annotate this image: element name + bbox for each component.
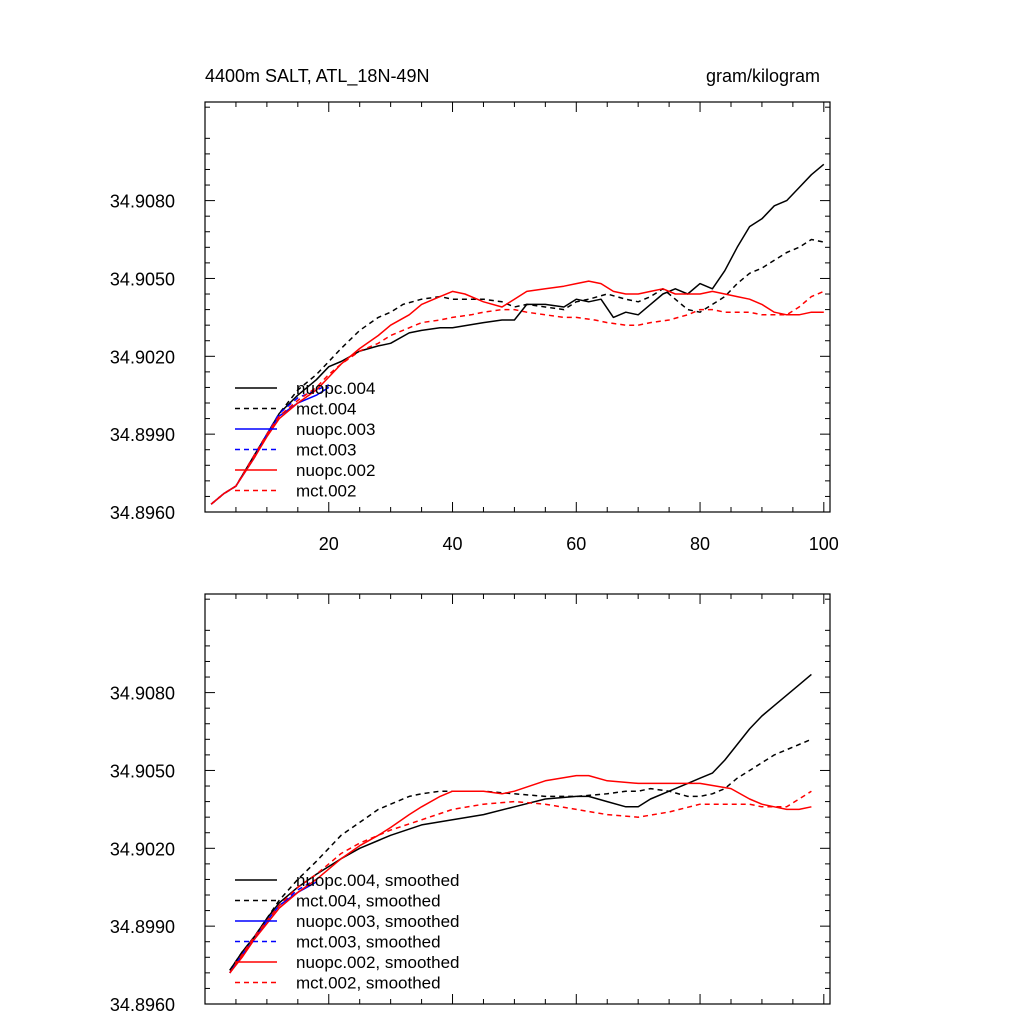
legend-label: mct.002, smoothed [296,974,441,993]
bottom-line-chart: 34.8960 34.8990 34.9020 34.9050 34.9080 nuop… [110,593,831,1015]
y-tick-label: 34.9020 [110,347,175,367]
bottom-axis-ticks: 34.8960 34.8990 34.9020 34.9050 34.9080 [110,594,830,1015]
y-tick-label: 34.8960 [110,503,175,523]
chart-title: 4400m SALT, ATL_18N-49N [205,66,429,87]
legend-label: nuopc.002, smoothed [296,953,460,972]
legend-label: mct.002 [296,482,356,501]
legend-label: mct.003 [296,441,356,460]
y-tick-label: 34.8960 [110,995,175,1015]
x-tick-label: 40 [443,534,463,554]
chart-units: gram/kilogram [706,66,820,86]
y-tick-label: 34.9080 [110,192,175,212]
y-tick-label: 34.8990 [110,425,175,445]
series-line-mct-002-smoothed [229,790,812,974]
top-line-chart: 4400m SALT, ATL_18N-49N gram/kilogram 20… [110,66,839,554]
top-axis-ticks: 20 40 60 80 100 34.8960 34.8990 34.9020 34.9050 3… [110,102,839,554]
series-line-mct-004-smoothed [229,738,812,971]
y-tick-label: 34.9080 [110,684,175,704]
legend-label: nuopc.003 [296,420,375,439]
x-tick-label: 60 [566,534,586,554]
legend-label: mct.004, smoothed [296,892,441,911]
legend-label: nuopc.003, smoothed [296,912,460,931]
y-tick-label: 34.8990 [110,917,175,937]
y-tick-label: 34.9050 [110,269,175,289]
top-plot-frame [204,101,831,513]
legend-label: nuopc.004 [296,379,375,398]
series-line-nuopc-004-smoothed [229,673,812,971]
legend-label: mct.003, smoothed [296,933,441,952]
legend-label: mct.004 [296,400,356,419]
x-tick-label: 80 [690,534,710,554]
top-series-lines [210,163,825,505]
x-tick-label: 20 [319,534,339,554]
bottom-plot-frame [204,593,831,1005]
x-tick-label: 100 [809,534,839,554]
series-line-nuopc-002-smoothed [229,774,812,974]
y-tick-label: 34.9020 [110,839,175,859]
series-line-mct-002 [210,290,825,505]
series-line-nuopc-002 [210,280,824,505]
series-line-mct-004 [210,238,824,505]
y-tick-label: 34.9050 [110,761,175,781]
series-line-nuopc-004 [210,163,825,505]
legend-label: nuopc.004, smoothed [296,871,460,890]
legend-label: nuopc.002 [296,461,375,480]
